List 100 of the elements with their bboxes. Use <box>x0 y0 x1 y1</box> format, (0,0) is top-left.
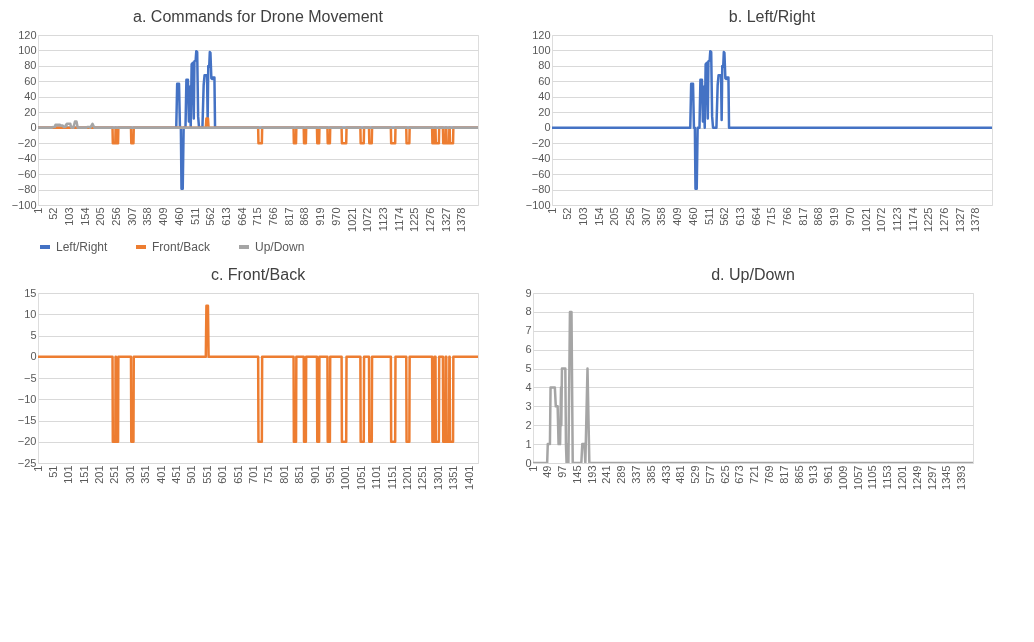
x-tick-label: 1378 <box>969 207 982 232</box>
x-tick-label: 1276 <box>424 207 437 232</box>
x-tick-label: 1401 <box>462 465 475 490</box>
y-tick-label: 5 <box>525 362 532 375</box>
y-tick-label: −60 <box>17 167 37 180</box>
y-tick-label: 2 <box>525 418 532 431</box>
x-tick-label: 1174 <box>906 207 919 232</box>
x-tick-label: 1249 <box>910 465 923 490</box>
y-tick-label: 8 <box>525 305 532 318</box>
y-tick-label: −80 <box>531 183 551 196</box>
y-tick-label: 6 <box>525 343 532 356</box>
x-tick-label: 1001 <box>339 465 352 490</box>
x-tick-label: 154 <box>592 207 605 226</box>
x-tick-label: 1105 <box>866 465 879 490</box>
line-series <box>533 310 973 463</box>
y-tick-label: 0 <box>525 456 532 469</box>
x-tick-label: 1297 <box>925 465 938 490</box>
y-tick-label: 5 <box>30 329 37 341</box>
x-tick-label: 1393 <box>955 465 968 490</box>
x-tick-label: 1378 <box>455 207 468 232</box>
y-tick-label: 0 <box>30 121 37 134</box>
x-tick-label: 307 <box>639 207 652 226</box>
x-tick-label: 865 <box>792 465 805 484</box>
x-tick-label: 433 <box>659 465 672 484</box>
x-tick-label: 901 <box>308 465 321 484</box>
x-tick-label: 766 <box>267 207 280 226</box>
x-tick-label: 205 <box>608 207 621 226</box>
y-tick-label: −80 <box>17 183 37 196</box>
y-tick-label: 4 <box>525 380 532 393</box>
x-tick-label: 951 <box>324 465 337 484</box>
x-tick-label: 1072 <box>875 207 888 232</box>
x-tick-label: 241 <box>600 465 613 484</box>
y-tick-label: 15 <box>24 286 37 299</box>
x-tick-label: 961 <box>822 465 835 484</box>
x-tick-label: 52 <box>47 207 60 220</box>
x-tick-label: 101 <box>62 465 75 484</box>
x-tick-label: 817 <box>796 207 809 226</box>
x-tick-label: 1351 <box>447 465 460 490</box>
y-tick-label: −15 <box>17 414 37 426</box>
y-tick-label: 10 <box>24 307 37 320</box>
y-tick-label: 0 <box>544 121 551 134</box>
x-tick-label: 1057 <box>851 465 864 490</box>
y-tick-label: 20 <box>24 105 37 118</box>
x-tick-label: 289 <box>615 465 628 484</box>
x-tick-label: 1225 <box>922 207 935 232</box>
x-tick-label: 409 <box>671 207 684 226</box>
x-tick-label: 801 <box>277 465 290 484</box>
x-tick-label: 529 <box>689 465 702 484</box>
x-tick-label: 1345 <box>940 465 953 490</box>
line-series <box>552 49 992 191</box>
x-tick-label: 851 <box>293 465 306 484</box>
x-tick-label: 1021 <box>859 207 872 232</box>
x-tick-label: 1276 <box>938 207 951 232</box>
x-tick-label: 49 <box>541 465 554 478</box>
y-tick-label: 40 <box>538 90 551 103</box>
x-tick-label: 769 <box>762 465 775 484</box>
x-tick-label: 1225 <box>408 207 421 232</box>
y-tick-label: 100 <box>18 43 37 56</box>
x-tick-label: 1201 <box>400 465 413 490</box>
y-tick-label: 120 <box>18 28 37 41</box>
legend-label: Left/Right <box>56 240 109 254</box>
x-tick-label: 1327 <box>439 207 452 232</box>
y-tick-label: 60 <box>538 74 551 87</box>
x-tick-label: 401 <box>154 465 167 484</box>
x-tick-label: 868 <box>812 207 825 226</box>
x-tick-label: 193 <box>585 465 598 484</box>
y-tick-label: −100 <box>11 198 37 211</box>
x-tick-label: 51 <box>46 465 59 478</box>
x-tick-label: 451 <box>170 465 183 484</box>
y-tick-label: 1 <box>525 437 532 450</box>
x-tick-label: 1123 <box>890 207 903 232</box>
y-tick-label: 80 <box>24 59 37 72</box>
x-tick-label: 1072 <box>361 207 374 232</box>
x-tick-label: 913 <box>807 465 820 484</box>
x-tick-label: 351 <box>139 465 152 484</box>
x-tick-label: 1327 <box>953 207 966 232</box>
y-tick-label: 120 <box>532 28 551 41</box>
legend-label: Up/Down <box>255 240 305 254</box>
x-tick-label: 307 <box>125 207 138 226</box>
x-tick-label: 577 <box>703 465 716 484</box>
y-tick-label: 3 <box>525 399 532 412</box>
x-tick-label: 664 <box>749 207 762 226</box>
y-tick-label: −25 <box>17 456 37 469</box>
x-tick-label: 1301 <box>431 465 444 490</box>
x-tick-label: 970 <box>329 207 342 226</box>
x-tick-label: 358 <box>141 207 154 226</box>
x-tick-label: 766 <box>781 207 794 226</box>
y-tick-label: −60 <box>531 167 551 180</box>
y-tick-label: 80 <box>538 59 551 72</box>
chart-title: b. Left/Right <box>728 8 816 25</box>
x-tick-label: 52 <box>561 207 574 220</box>
x-tick-label: 551 <box>200 465 213 484</box>
x-tick-label: 460 <box>172 207 185 226</box>
x-tick-label: 601 <box>216 465 229 484</box>
x-tick-label: 1174 <box>392 207 405 232</box>
x-tick-label: 501 <box>185 465 198 484</box>
x-tick-label: 625 <box>718 465 731 484</box>
x-tick-label: 201 <box>93 465 106 484</box>
x-tick-label: 817 <box>282 207 295 226</box>
x-tick-label: 613 <box>219 207 232 226</box>
